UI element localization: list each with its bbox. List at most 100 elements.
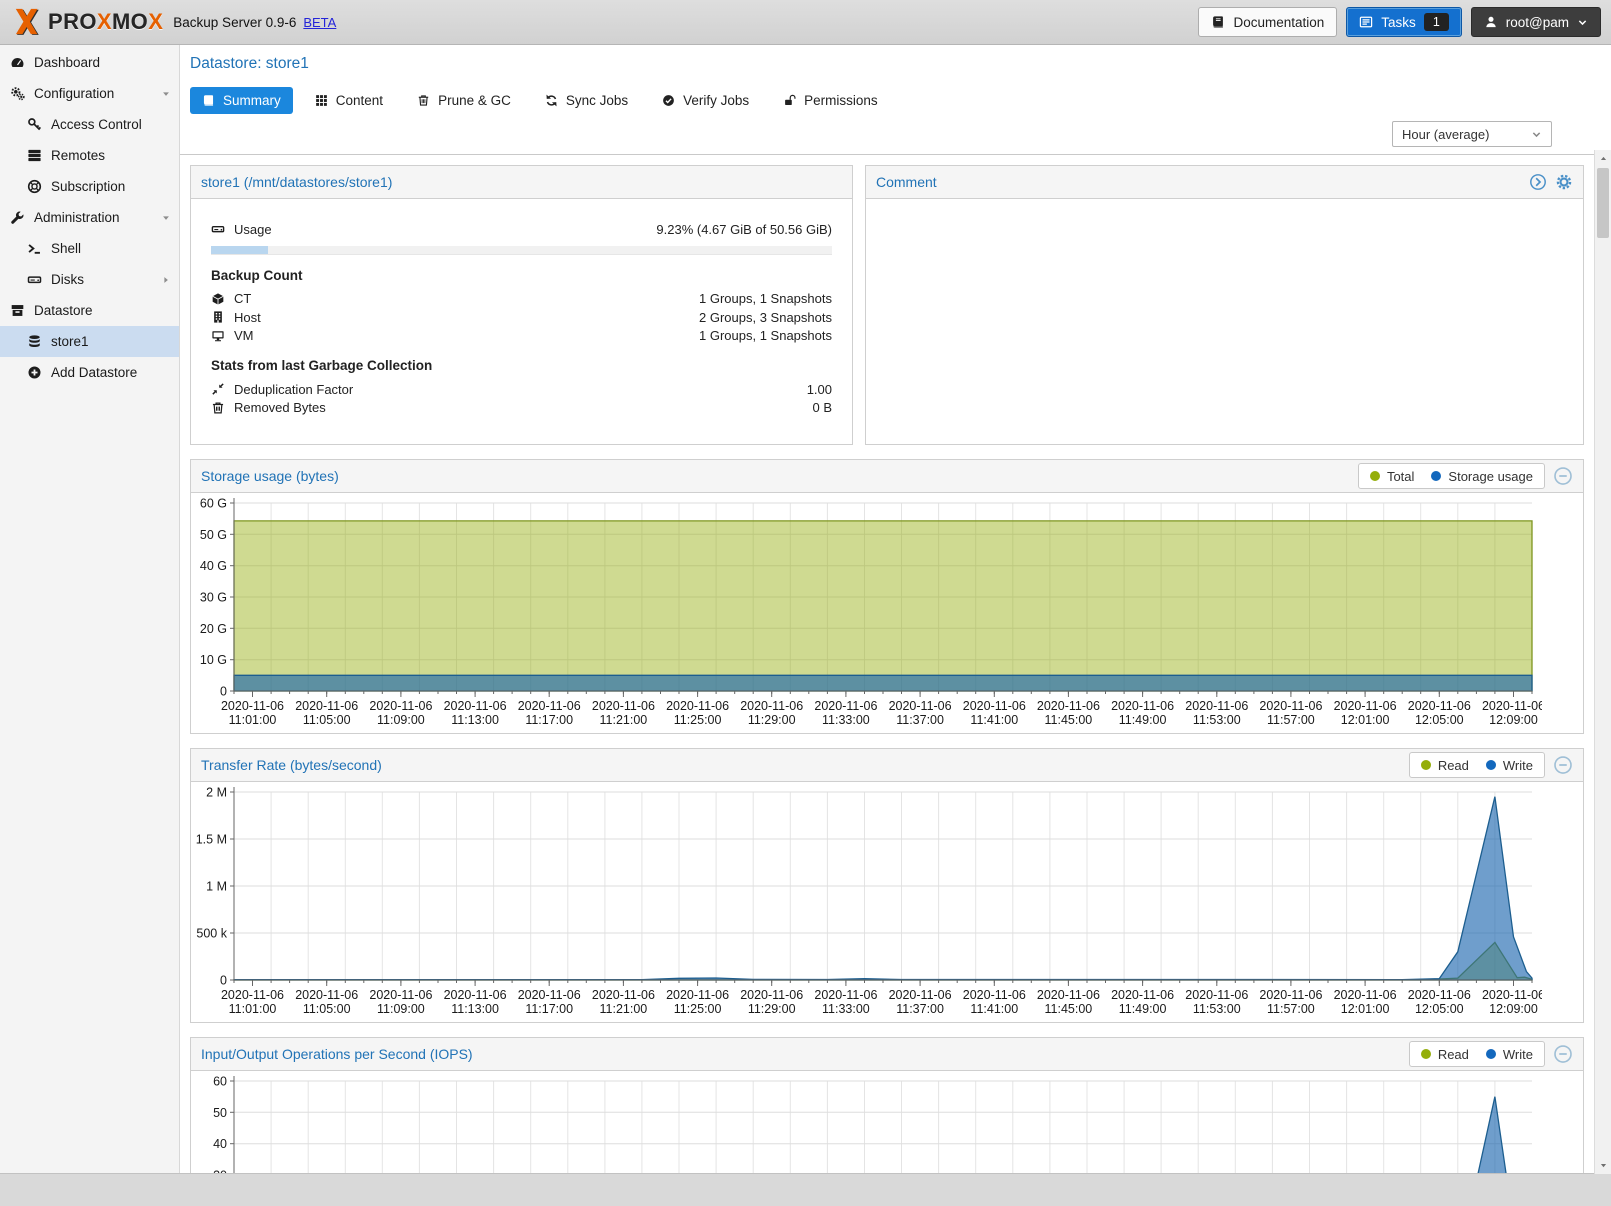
stat-row: Host 2 Groups, 3 Snapshots [211, 308, 832, 327]
tab-sync-jobs[interactable]: Sync Jobs [533, 87, 640, 114]
collapse-chart-button[interactable] [1553, 466, 1573, 486]
svg-text:11:41:00: 11:41:00 [970, 713, 1018, 727]
svg-text:30 G: 30 G [200, 591, 227, 605]
svg-text:1.5 M: 1.5 M [196, 833, 227, 847]
chevron-down-icon[interactable] [161, 213, 171, 223]
svg-text:2020-11-06: 2020-11-06 [740, 699, 803, 713]
tasks-button[interactable]: Tasks 1 [1346, 7, 1461, 37]
user-menu-button[interactable]: root@pam [1471, 7, 1601, 37]
legend-item[interactable]: Write [1486, 1047, 1533, 1062]
legend-item[interactable]: Total [1370, 469, 1414, 484]
brand-wordmark: PROXMOX [48, 9, 163, 35]
time-range-value: Hour (average) [1402, 127, 1489, 142]
sidebar-item-dashboard[interactable]: Dashboard [0, 47, 179, 78]
tab-content[interactable]: Content [303, 87, 395, 114]
svg-text:2020-11-06: 2020-11-06 [963, 699, 1026, 713]
svg-text:11:29:00: 11:29:00 [748, 713, 796, 727]
legend-label: Read [1438, 758, 1469, 773]
svg-text:11:17:00: 11:17:00 [525, 713, 573, 727]
svg-text:2020-11-06: 2020-11-06 [1334, 988, 1397, 1002]
svg-text:2020-11-06: 2020-11-06 [221, 699, 284, 713]
sidebar-item-label: Add Datastore [51, 365, 137, 380]
sidebar-item-configuration[interactable]: Configuration [0, 78, 179, 109]
svg-text:12:05:00: 12:05:00 [1415, 1002, 1464, 1016]
time-range-select[interactable]: Hour (average) [1392, 121, 1552, 147]
database-icon [27, 334, 42, 349]
tab-summary[interactable]: Summary [190, 87, 293, 114]
comment-panel-title: Comment [876, 174, 937, 190]
submit-comment-button[interactable] [1529, 173, 1547, 191]
svg-text:2020-11-06: 2020-11-06 [592, 988, 655, 1002]
tab-prune-gc[interactable]: Prune & GC [405, 87, 523, 114]
comment-panel: Comment [865, 165, 1584, 445]
sidebar-item-datastore[interactable]: Datastore [0, 295, 179, 326]
stat-row: CT 1 Groups, 1 Snapshots [211, 290, 832, 309]
comment-settings-button[interactable] [1555, 173, 1573, 191]
stat-value: 0 B [812, 400, 832, 415]
svg-text:2020-11-06: 2020-11-06 [295, 988, 358, 1002]
lifering-icon [27, 179, 42, 194]
tasks-list-icon [1359, 15, 1373, 29]
app-logo: PROXMOX [10, 6, 163, 38]
unlock-icon [783, 94, 796, 107]
scroll-down-button[interactable] [1595, 1157, 1611, 1174]
svg-text:0: 0 [220, 685, 227, 699]
svg-text:12:05:00: 12:05:00 [1415, 713, 1464, 727]
chevron-right-icon[interactable] [161, 275, 171, 285]
legend-dot [1431, 471, 1441, 481]
triangle-up-icon [1599, 154, 1608, 163]
stat-label: VM [234, 328, 254, 343]
collapse-chart-button[interactable] [1553, 1044, 1573, 1064]
proxmox-logo-icon [10, 6, 44, 38]
chevron-down-icon[interactable] [161, 89, 171, 99]
svg-text:11:57:00: 11:57:00 [1267, 713, 1315, 727]
servers-icon [27, 148, 42, 163]
hdd-icon [27, 272, 42, 287]
svg-text:2020-11-06: 2020-11-06 [740, 988, 803, 1002]
cube-icon [211, 292, 225, 306]
chart-legend: Read Write [1409, 1041, 1545, 1067]
svg-text:2020-11-06: 2020-11-06 [1482, 988, 1542, 1002]
book-icon [1211, 15, 1225, 29]
sidebar-item-store1[interactable]: store1 [0, 326, 179, 357]
sidebar-item-shell[interactable]: Shell [0, 233, 179, 264]
sidebar: Dashboard Configuration Access Control R… [0, 45, 180, 1206]
svg-text:11:13:00: 11:13:00 [451, 713, 499, 727]
scrollbar-thumb[interactable] [1597, 168, 1609, 238]
product-version: Backup Server 0.9-6 [173, 15, 296, 30]
trash-icon [417, 94, 430, 107]
documentation-label: Documentation [1233, 15, 1324, 30]
building-icon [211, 310, 225, 324]
sidebar-item-label: Subscription [51, 179, 125, 194]
legend-item[interactable]: Read [1421, 758, 1469, 773]
scroll-up-button[interactable] [1595, 150, 1611, 167]
sidebar-item-disks[interactable]: Disks [0, 264, 179, 295]
chart-canvas: 0500 k1 M1.5 M2 M2020-11-0611:01:002020-… [191, 782, 1583, 1022]
sidebar-item-subscription[interactable]: Subscription [0, 171, 179, 202]
svg-text:40: 40 [213, 1137, 227, 1151]
vertical-scrollbar[interactable] [1594, 150, 1611, 1174]
stat-label: Removed Bytes [234, 400, 326, 415]
sidebar-item-remotes[interactable]: Remotes [0, 140, 179, 171]
bottom-strip [0, 1173, 1611, 1206]
chevron-down-icon [1531, 129, 1542, 140]
sidebar-item-access-control[interactable]: Access Control [0, 109, 179, 140]
tasks-count-badge: 1 [1424, 13, 1449, 31]
sidebar-item-administration[interactable]: Administration [0, 202, 179, 233]
legend-item[interactable]: Write [1486, 758, 1533, 773]
tab-verify-jobs[interactable]: Verify Jobs [650, 87, 761, 114]
legend-item[interactable]: Read [1421, 1047, 1469, 1062]
documentation-button[interactable]: Documentation [1198, 7, 1337, 37]
chart-title: Input/Output Operations per Second (IOPS… [201, 1046, 473, 1062]
beta-link[interactable]: BETA [303, 15, 336, 30]
svg-text:11:45:00: 11:45:00 [1045, 713, 1093, 727]
collapse-chart-button[interactable] [1553, 755, 1573, 775]
svg-text:2020-11-06: 2020-11-06 [592, 699, 655, 713]
stat-label: CT [234, 291, 251, 306]
sidebar-item-add-datastore[interactable]: Add Datastore [0, 357, 179, 388]
usage-label: Usage [234, 222, 272, 237]
svg-text:40 G: 40 G [200, 559, 227, 573]
svg-text:11:09:00: 11:09:00 [377, 1002, 425, 1016]
legend-item[interactable]: Storage usage [1431, 469, 1533, 484]
tab-permissions[interactable]: Permissions [771, 87, 890, 114]
